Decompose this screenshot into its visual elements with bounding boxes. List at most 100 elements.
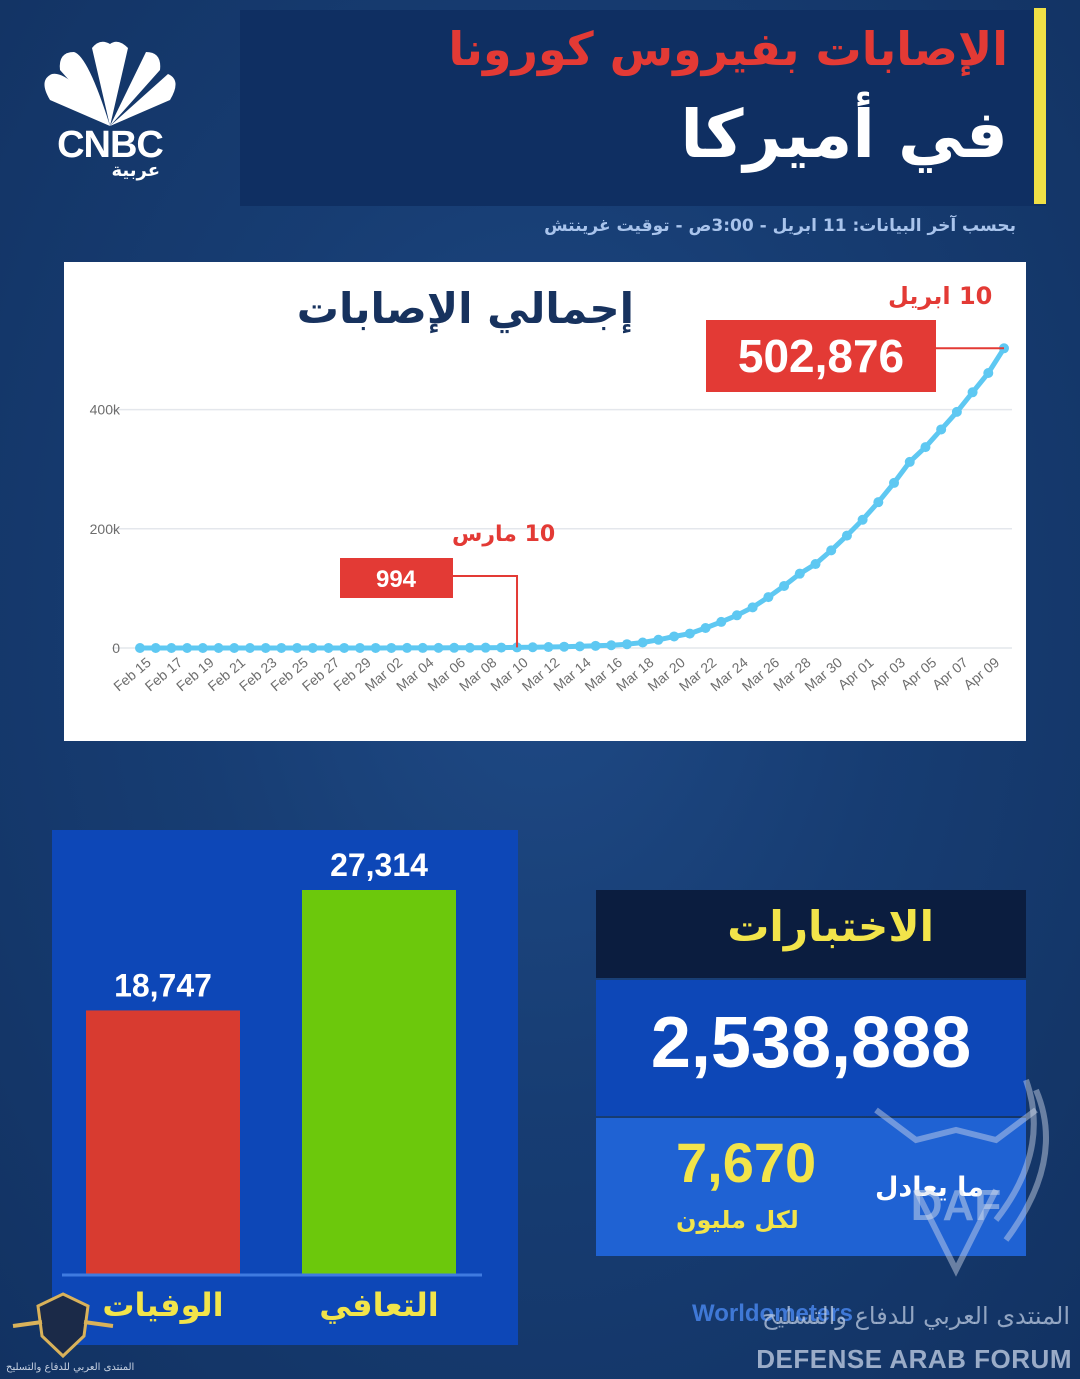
bar-category-label: الوفيات bbox=[102, 1286, 223, 1324]
y-tick-label: 200k bbox=[90, 521, 121, 537]
data-point bbox=[779, 580, 790, 591]
annotation-value: 502,876 bbox=[738, 330, 904, 382]
data-point bbox=[260, 642, 271, 653]
watermark-small-text: المنتدى العربي للدفاع والتسليح bbox=[6, 1362, 135, 1373]
data-source: Worldometers bbox=[692, 1300, 853, 1327]
data-point bbox=[512, 642, 523, 653]
data-point bbox=[559, 641, 570, 652]
annotation-box bbox=[340, 558, 453, 598]
data-timestamp: بحسب آخر البيانات: 11 ابريل - 3:00ص - تو… bbox=[544, 216, 1016, 236]
data-point bbox=[716, 616, 727, 627]
page-title-country: في أميركا bbox=[680, 96, 1008, 173]
data-point bbox=[669, 631, 680, 642]
watermark-initials: DAF bbox=[911, 1181, 1001, 1230]
data-point bbox=[135, 642, 145, 653]
data-point bbox=[292, 642, 303, 653]
bar bbox=[86, 1010, 240, 1274]
forum-shield-icon bbox=[12, 1292, 114, 1359]
data-point bbox=[590, 640, 601, 651]
data-point bbox=[402, 642, 413, 653]
y-tick-label: 400k bbox=[90, 402, 121, 418]
data-point bbox=[543, 642, 554, 653]
data-point bbox=[637, 637, 648, 648]
annotation-box bbox=[706, 320, 936, 392]
data-point bbox=[606, 640, 617, 651]
annotation-date: 10 ابريل bbox=[888, 282, 992, 310]
data-point bbox=[464, 642, 475, 653]
data-point bbox=[417, 642, 428, 653]
data-point bbox=[574, 641, 585, 652]
watermark-english: DEFENSE ARAB FORUM bbox=[756, 1344, 1072, 1374]
chart-title: إجمالي الإصابات bbox=[296, 284, 634, 333]
data-point bbox=[826, 545, 837, 556]
data-point bbox=[920, 442, 931, 453]
tests-per-million-label: لكل مليون bbox=[676, 1206, 799, 1234]
bar-chart-svg: 18,747 الوفيات 27,314 التعافي bbox=[62, 847, 482, 1324]
data-point bbox=[197, 642, 208, 653]
data-point bbox=[182, 642, 193, 653]
tests-label: الاختبارات bbox=[727, 902, 934, 951]
data-point bbox=[307, 642, 318, 653]
data-point bbox=[857, 514, 868, 525]
data-point bbox=[354, 642, 365, 653]
annotation-value: 994 bbox=[376, 566, 417, 593]
annotation-date: 10 مارس bbox=[452, 522, 555, 547]
data-point bbox=[700, 622, 711, 633]
data-point bbox=[684, 628, 695, 639]
tests-per-million-value: 7,670 bbox=[676, 1131, 817, 1194]
data-point bbox=[449, 642, 460, 653]
tests-total-box: 2,538,888 bbox=[596, 980, 1026, 1116]
data-point bbox=[386, 642, 397, 653]
bar bbox=[302, 890, 456, 1274]
tests-total: 2,538,888 bbox=[650, 1003, 972, 1083]
data-point bbox=[433, 642, 444, 653]
cnbc-arabia-logo: CNBC عربية bbox=[30, 40, 190, 181]
data-point bbox=[653, 634, 664, 645]
x-tick-label: Apr 09 bbox=[960, 654, 1002, 693]
peacock-icon bbox=[44, 41, 176, 126]
series-line bbox=[140, 346, 1007, 651]
bar-category-label: التعافي bbox=[319, 1286, 438, 1324]
data-point bbox=[731, 610, 742, 621]
outcomes-bar-chart: 18,747 الوفيات 27,314 التعافي bbox=[52, 830, 518, 1345]
data-point bbox=[763, 592, 774, 603]
annotation-leader bbox=[453, 575, 519, 648]
data-point bbox=[150, 642, 161, 653]
logo-brand: CNBC bbox=[57, 124, 164, 166]
data-point bbox=[244, 642, 255, 653]
data-point bbox=[621, 639, 632, 650]
data-point bbox=[983, 367, 994, 378]
data-point bbox=[936, 424, 947, 435]
y-tick-label: 0 bbox=[112, 640, 120, 656]
data-point bbox=[810, 559, 821, 570]
data-point bbox=[339, 642, 350, 653]
data-point bbox=[496, 642, 507, 653]
data-point bbox=[276, 642, 287, 653]
data-point bbox=[951, 406, 962, 417]
data-point bbox=[889, 477, 900, 488]
bar-value-label: 27,314 bbox=[330, 847, 428, 883]
data-point bbox=[873, 497, 884, 508]
title-accent-bar bbox=[1034, 8, 1046, 204]
data-point bbox=[480, 642, 491, 653]
logo-sub: عربية bbox=[111, 160, 160, 181]
data-point bbox=[229, 642, 240, 653]
data-point bbox=[904, 456, 915, 467]
tests-per-million-box: 7,670 ما يعادل لكل مليون bbox=[596, 1118, 1026, 1256]
bar-value-label: 18,747 bbox=[114, 967, 212, 1003]
data-point bbox=[794, 568, 805, 579]
watermark-arabic: المنتدى العربي للدفاع والتسليح bbox=[762, 1302, 1070, 1330]
data-point bbox=[967, 387, 978, 398]
data-point bbox=[213, 642, 224, 653]
forum-watermark-logo-icon: DAF bbox=[874, 1078, 1049, 1277]
tests-equivalent-label: ما يعادل bbox=[874, 1172, 984, 1203]
data-point bbox=[747, 602, 758, 613]
tests-header: الاختبارات bbox=[596, 890, 1026, 978]
data-point bbox=[166, 642, 177, 653]
data-point bbox=[323, 642, 334, 653]
data-point bbox=[370, 642, 381, 653]
page-title: الإصابات بفيروس كورونا bbox=[448, 22, 1008, 76]
title-panel bbox=[240, 10, 1046, 206]
data-point bbox=[841, 530, 852, 541]
